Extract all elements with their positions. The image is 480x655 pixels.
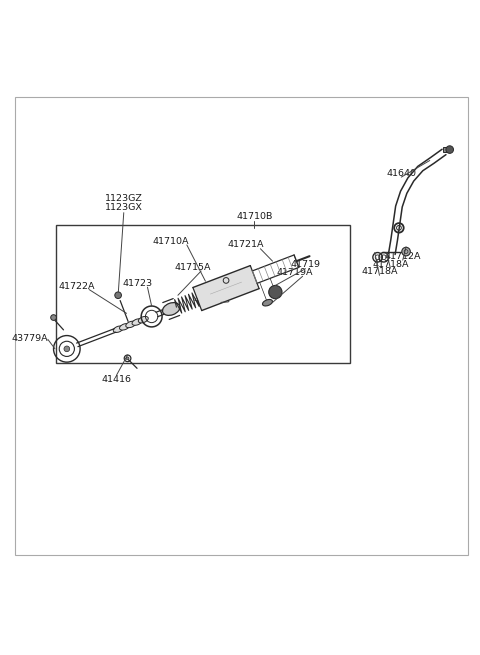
- Text: 41712A: 41712A: [385, 252, 421, 261]
- Bar: [443, 147, 449, 153]
- Ellipse shape: [113, 326, 123, 333]
- Circle shape: [115, 292, 121, 299]
- Text: 41719: 41719: [290, 261, 321, 269]
- Circle shape: [64, 346, 70, 352]
- Ellipse shape: [263, 299, 273, 306]
- Ellipse shape: [120, 324, 130, 330]
- Circle shape: [126, 357, 129, 360]
- Text: 41718A: 41718A: [372, 260, 409, 269]
- Ellipse shape: [126, 321, 136, 328]
- Text: 41710B: 41710B: [236, 212, 273, 221]
- Text: 1123GZ: 1123GZ: [105, 194, 143, 203]
- Text: 41710A: 41710A: [153, 236, 190, 246]
- Text: 41719A: 41719A: [276, 268, 313, 277]
- Text: 41718A: 41718A: [362, 267, 398, 276]
- Text: 41721A: 41721A: [228, 240, 264, 250]
- Polygon shape: [193, 265, 259, 310]
- Bar: [56, 225, 350, 363]
- Text: 41723: 41723: [123, 279, 153, 288]
- Circle shape: [269, 286, 282, 299]
- Text: 1123GX: 1123GX: [105, 204, 143, 212]
- Ellipse shape: [163, 303, 180, 316]
- Ellipse shape: [138, 316, 148, 323]
- Text: 41416: 41416: [102, 375, 132, 384]
- Text: 43779A: 43779A: [12, 334, 48, 343]
- Ellipse shape: [132, 319, 142, 326]
- Circle shape: [402, 248, 410, 256]
- Circle shape: [51, 314, 56, 320]
- Text: 41640: 41640: [386, 169, 416, 178]
- Circle shape: [446, 146, 454, 153]
- Text: 41717A: 41717A: [193, 295, 230, 303]
- Text: 41715A: 41715A: [174, 263, 211, 272]
- Text: 41722A: 41722A: [58, 282, 95, 291]
